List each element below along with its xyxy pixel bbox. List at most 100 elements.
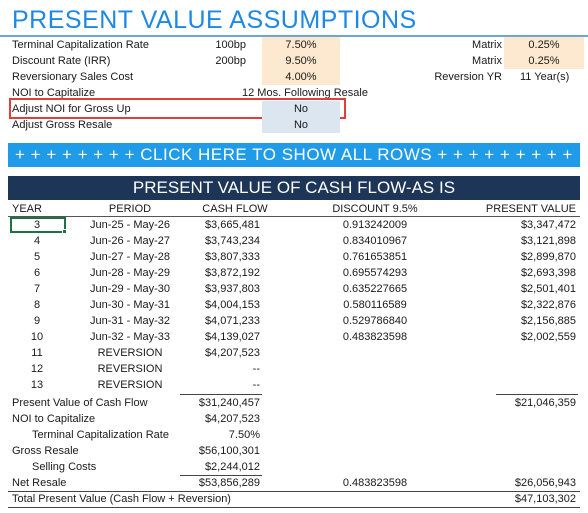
row-period[interactable]: Jun-31 - May-32 (89, 315, 171, 327)
row-cash-flow[interactable]: $3,665,481 (204, 219, 260, 231)
row-present-value[interactable]: $2,501,401 (520, 283, 576, 295)
row-period[interactable]: Jun-29 - May-30 (89, 283, 171, 295)
row-present-value[interactable] (476, 361, 576, 377)
row-present-value[interactable]: $2,002,559 (520, 331, 576, 343)
net-resale-discount[interactable]: 0.483823598 (342, 477, 408, 489)
row-present-value[interactable]: $3,347,472 (520, 219, 576, 231)
row-discount[interactable]: 0.913242009 (342, 219, 408, 231)
gross-resale-value[interactable]: $56,100,301 (198, 445, 260, 457)
discount-rate-bp[interactable]: 200bp (215, 55, 246, 67)
table-row: 9 Jun-31 - May-32 $4,071,233 0.529786840 $2,… (0, 313, 588, 329)
terminal-cap-value[interactable]: 7.50% (262, 37, 340, 53)
row-present-value[interactable] (476, 377, 576, 393)
tcr-summary-value[interactable]: 7.50% (228, 429, 260, 441)
row-year[interactable]: 13 (30, 379, 44, 391)
table-row: 8 Jun-30 - May-31 $4,004,153 0.580116589 $2,… (0, 297, 588, 313)
row-cash-flow[interactable]: $3,807,333 (204, 251, 260, 263)
summary-row-selling-costs: Selling Costs $2,244,012 (0, 459, 588, 475)
row-year[interactable]: 8 (33, 299, 41, 311)
row-year[interactable]: 6 (33, 267, 41, 279)
pv-cash-flow-pv[interactable]: $21,046,359 (514, 397, 576, 409)
matrix-value-2[interactable]: 0.25% (504, 53, 584, 69)
row-cash-flow[interactable]: $4,139,027 (204, 331, 260, 343)
row-discount[interactable]: 0.761653851 (342, 251, 408, 263)
row-discount[interactable] (320, 345, 430, 361)
row-period[interactable]: Jun-28 - May-29 (89, 267, 171, 279)
row-cash-flow[interactable]: -- (252, 379, 260, 391)
row-year[interactable]: 3 (33, 219, 41, 231)
row-cash-flow[interactable]: $3,743,234 (204, 235, 260, 247)
assumption-row-sales-cost: Reversionary Sales Cost 4.00% Reversion … (0, 69, 588, 85)
reversion-yr-value[interactable]: 11 Year(s) (520, 71, 570, 83)
adjust-gross-label: Adjust Gross Resale (12, 119, 113, 131)
assumption-row-adjust-noi: Adjust NOI for Gross Up No (0, 101, 588, 117)
row-cash-flow[interactable]: $3,937,803 (204, 283, 260, 295)
row-year[interactable]: 7 (33, 283, 41, 295)
net-resale-value[interactable]: $53,856,289 (198, 477, 260, 489)
row-year[interactable]: 12 (30, 363, 44, 375)
terminal-cap-bp[interactable]: 100bp (215, 39, 246, 51)
row-present-value[interactable]: $2,899,870 (520, 251, 576, 263)
terminal-cap-label: Terminal Capitalization Rate (12, 39, 149, 51)
row-discount[interactable] (320, 361, 430, 377)
row-present-value[interactable]: $2,322,876 (520, 299, 576, 311)
row-period[interactable]: Jun-25 - May-26 (89, 219, 171, 231)
row-period[interactable]: REVERSION (97, 379, 163, 391)
row-year[interactable]: 4 (33, 235, 41, 247)
row-discount[interactable]: 0.635227665 (342, 283, 408, 295)
row-year[interactable]: 5 (33, 251, 41, 263)
noi-cap-summary-value[interactable]: $4,207,523 (204, 413, 260, 425)
matrix-value-1[interactable]: 0.25% (504, 37, 584, 53)
pv-cash-flow-value[interactable]: $31,240,457 (198, 397, 260, 409)
row-period[interactable]: REVERSION (97, 363, 163, 375)
row-year[interactable]: 11 (31, 347, 43, 359)
assumption-row-adjust-gross: Adjust Gross Resale No (0, 117, 588, 133)
reversion-yr-label: Reversion YR (434, 71, 502, 83)
rev-sales-cost-label: Reversionary Sales Cost (12, 71, 134, 83)
title-divider (0, 35, 588, 37)
table-row: 5 Jun-27 - May-28 $3,807,333 0.761653851 $2,… (0, 249, 588, 265)
highlight-annotation-box (9, 98, 346, 119)
col-discount: DISCOUNT 9.5% (332, 203, 418, 215)
noi-cap-summary-label: NOI to Capitalize (12, 413, 96, 425)
selling-costs-value[interactable]: $2,244,012 (204, 461, 260, 473)
fill-handle[interactable] (62, 229, 67, 234)
table-row: 12 REVERSION -- (0, 361, 588, 377)
column-header-divider (8, 216, 580, 217)
total-pv-value[interactable]: $47,103,302 (514, 493, 576, 505)
net-resale-pv[interactable]: $26,056,943 (514, 477, 576, 489)
net-resale-top-rule (180, 475, 262, 476)
row-discount[interactable]: 0.580116589 (343, 299, 407, 311)
total-pv-label: Total Present Value (Cash Flow + Reversi… (12, 493, 231, 505)
show-all-rows-button[interactable]: + + + + + + + + CLICK HERE TO SHOW ALL R… (8, 143, 580, 167)
row-present-value[interactable]: $2,693,398 (520, 267, 576, 279)
discount-rate-value[interactable]: 9.50% (262, 53, 340, 69)
row-present-value[interactable]: $3,121,898 (520, 235, 576, 247)
row-cash-flow[interactable]: $4,071,233 (204, 315, 260, 327)
row-cash-flow[interactable]: $3,872,192 (204, 267, 260, 279)
row-cash-flow[interactable]: -- (252, 363, 260, 375)
noi-capitalize-value[interactable]: 12 Mos. Following Resale (242, 87, 368, 99)
row-discount[interactable]: 0.483823598 (342, 331, 408, 343)
summary-row-noi-cap: NOI to Capitalize $4,207,523 (0, 411, 588, 427)
row-year[interactable]: 10 (30, 331, 44, 343)
row-period[interactable]: Jun-26 - May-27 (89, 235, 171, 247)
row-cash-flow[interactable]: $4,004,153 (204, 299, 260, 311)
row-period[interactable]: Jun-30 - May-31 (89, 299, 171, 311)
adjust-gross-value[interactable]: No (262, 117, 340, 133)
row-year[interactable]: 9 (33, 315, 41, 327)
gross-resale-label: Gross Resale (12, 445, 79, 457)
row-present-value[interactable]: $2,156,885 (520, 315, 576, 327)
row-period[interactable]: Jun-27 - May-28 (89, 251, 171, 263)
row-discount[interactable]: 0.695574293 (342, 267, 408, 279)
row-period[interactable]: REVERSION (97, 347, 163, 359)
row-discount[interactable]: 0.529786840 (342, 315, 408, 327)
row-present-value[interactable] (476, 345, 576, 361)
rev-sales-cost-value[interactable]: 4.00% (262, 69, 340, 85)
row-cash-flow[interactable]: $4,207,523 (204, 347, 260, 359)
col-period: PERIOD (108, 203, 152, 215)
row-discount[interactable] (320, 377, 430, 393)
adjust-noi-value[interactable]: No (262, 101, 340, 117)
row-period[interactable]: Jun-32 - May-33 (89, 331, 171, 343)
row-discount[interactable]: 0.834010967 (342, 235, 408, 247)
